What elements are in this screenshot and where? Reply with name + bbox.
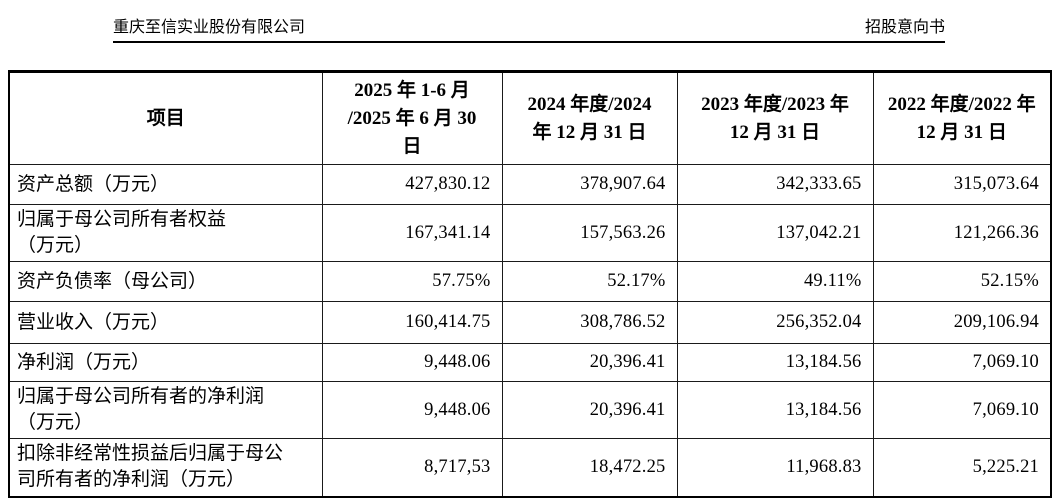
table-row-deducted-non-recurring-net-profit: 扣除非经常性损益后归属于母公 司所有者的净利润（万元） 8,717,53 18,… (8, 438, 1052, 497)
value-cell: 20,396.41 (501, 381, 678, 439)
table-row-net-profit: 净利润（万元） 9,448.06 20,396.41 13,184.56 7,0… (8, 343, 1052, 382)
value-cell: 209,106.94 (872, 301, 1052, 344)
row-label: 资产负债率（母公司） (8, 261, 323, 302)
col-header-item: 项目 (8, 71, 323, 165)
value-cell: 308,786.52 (501, 301, 678, 344)
col-header-2024: 2024 年度/2024 年 12 月 31 日 (501, 71, 678, 165)
company-name: 重庆至信实业股份有限公司 (113, 19, 306, 36)
table-row-operating-revenue: 营业收入（万元） 160,414.75 308,786.52 256,352.0… (8, 301, 1052, 344)
value-cell: 342,333.65 (676, 164, 874, 205)
doc-type-label: 招股意向书 (864, 19, 945, 36)
value-cell: 137,042.21 (676, 204, 874, 262)
value-cell: 157,563.26 (501, 204, 678, 262)
value-cell: 167,341.14 (321, 204, 503, 262)
row-label: 净利润（万元） (8, 343, 323, 382)
col-header-2023: 2023 年度/2023 年 12 月 31 日 (676, 71, 874, 165)
table-row-debt-to-asset-ratio: 资产负债率（母公司） 57.75% 52.17% 49.11% 52.15% (8, 261, 1052, 302)
col-header-2025-h1: 2025 年 1-6 月 /2025 年 6 月 30 日 (321, 71, 503, 165)
page-header: 重庆至信实业股份有限公司 招股意向书 (113, 18, 945, 43)
value-cell: 427,830.12 (321, 164, 503, 205)
row-label: 资产总额（万元） (8, 164, 323, 205)
value-cell: 8,717,53 (321, 438, 503, 497)
value-cell: 52.15% (872, 261, 1052, 302)
value-cell: 9,448.06 (321, 381, 503, 439)
value-cell: 9,448.06 (321, 343, 503, 382)
row-label: 归属于母公司所有者权益 （万元） (8, 204, 323, 262)
value-cell: 52.17% (501, 261, 678, 302)
value-cell: 315,073.64 (872, 164, 1052, 205)
value-cell: 13,184.56 (676, 381, 874, 439)
value-cell: 18,472.25 (501, 438, 678, 497)
value-cell: 160,414.75 (321, 301, 503, 344)
value-cell: 49.11% (676, 261, 874, 302)
table-header-row: 项目 2025 年 1-6 月 /2025 年 6 月 30 日 2024 年度… (8, 71, 1052, 165)
table-row-net-profit-attributable-to-parent: 归属于母公司所有者的净利润 （万元） 9,448.06 20,396.41 13… (8, 381, 1052, 439)
row-label: 扣除非经常性损益后归属于母公 司所有者的净利润（万元） (8, 438, 323, 497)
row-label: 营业收入（万元） (8, 301, 323, 344)
value-cell: 121,266.36 (872, 204, 1052, 262)
row-label: 归属于母公司所有者的净利润 （万元） (8, 381, 323, 439)
col-header-2022: 2022 年度/2022 年 12 月 31 日 (872, 71, 1052, 165)
value-cell: 13,184.56 (676, 343, 874, 382)
value-cell: 7,069.10 (872, 381, 1052, 439)
financial-summary-table: 项目 2025 年 1-6 月 /2025 年 6 月 30 日 2024 年度… (8, 70, 1052, 498)
value-cell: 378,907.64 (501, 164, 678, 205)
value-cell: 7,069.10 (872, 343, 1052, 382)
value-cell: 11,968.83 (676, 438, 874, 497)
value-cell: 57.75% (321, 261, 503, 302)
table-row-total-assets: 资产总额（万元） 427,830.12 378,907.64 342,333.6… (8, 164, 1052, 205)
table-row-equity-attributable-to-parent: 归属于母公司所有者权益 （万元） 167,341.14 157,563.26 1… (8, 204, 1052, 262)
value-cell: 256,352.04 (676, 301, 874, 344)
value-cell: 5,225.21 (872, 438, 1052, 497)
value-cell: 20,396.41 (501, 343, 678, 382)
